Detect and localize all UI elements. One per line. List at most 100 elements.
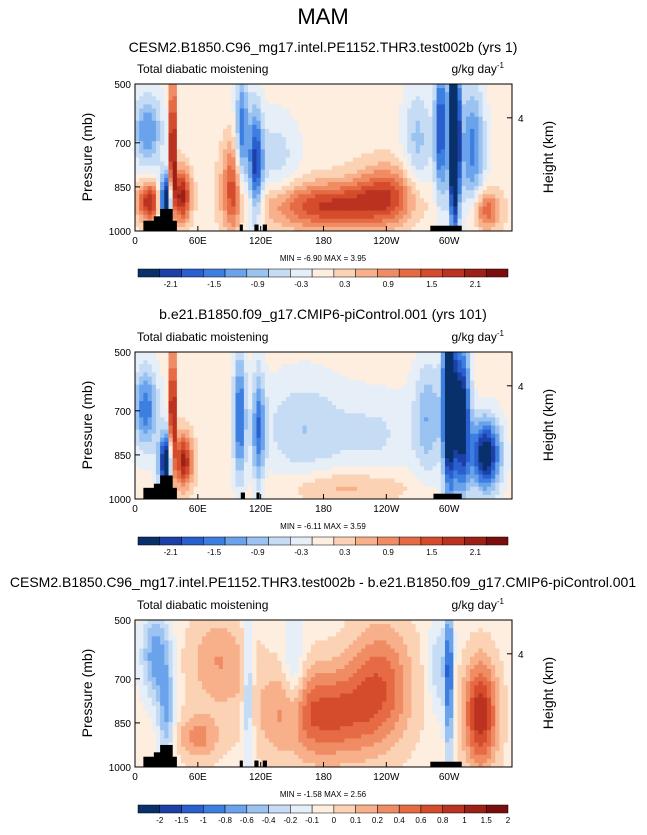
heatmap-cell bbox=[265, 438, 270, 442]
heatmap-cell bbox=[466, 125, 471, 129]
heatmap-cell bbox=[328, 438, 333, 442]
heatmap-cell bbox=[386, 198, 391, 202]
heatmap-cell bbox=[386, 158, 391, 162]
heatmap-cell bbox=[495, 158, 500, 162]
heatmap-cell bbox=[185, 479, 190, 483]
heatmap-cell bbox=[139, 421, 144, 425]
heatmap-cell bbox=[282, 182, 287, 186]
heatmap-cell bbox=[491, 109, 496, 113]
heatmap-cell bbox=[236, 174, 241, 178]
heatmap-cell bbox=[185, 393, 190, 397]
heatmap-cell bbox=[282, 470, 287, 474]
heatmap-cell bbox=[231, 352, 236, 356]
heatmap-cell bbox=[164, 421, 169, 425]
heatmap-cell bbox=[307, 458, 312, 462]
heatmap-cell bbox=[420, 211, 425, 215]
heatmap-cell bbox=[210, 409, 215, 413]
heatmap-cell bbox=[395, 153, 400, 157]
heatmap-cell bbox=[298, 198, 303, 202]
heatmap-cell bbox=[160, 84, 165, 88]
heatmap-cell bbox=[298, 356, 303, 360]
heatmap-cell bbox=[256, 368, 261, 372]
heatmap-cell bbox=[194, 466, 199, 470]
heatmap-cell bbox=[370, 109, 375, 113]
heatmap-cell bbox=[240, 430, 245, 434]
heatmap-cell bbox=[219, 397, 224, 401]
heatmap-cell bbox=[189, 421, 194, 425]
heatmap-cell bbox=[290, 137, 295, 141]
heatmap-cell bbox=[449, 96, 454, 100]
heatmap-cell bbox=[231, 182, 236, 186]
heatmap-cell bbox=[160, 153, 165, 157]
heatmap-cell bbox=[244, 223, 249, 227]
heatmap-cell bbox=[248, 198, 253, 202]
heatmap-cell bbox=[261, 352, 266, 356]
heatmap-cell bbox=[286, 117, 291, 121]
heatmap-cell bbox=[177, 92, 182, 96]
heatmap-cell bbox=[391, 104, 396, 108]
heatmap-cell bbox=[374, 100, 379, 104]
heatmap-cell bbox=[298, 162, 303, 166]
heatmap-cell bbox=[210, 417, 215, 421]
heatmap-cell bbox=[189, 466, 194, 470]
heatmap-cell bbox=[143, 430, 148, 434]
heatmap-cell bbox=[491, 84, 496, 88]
heatmap-cell bbox=[445, 207, 450, 211]
heatmap-cell bbox=[248, 109, 253, 113]
heatmap-cell bbox=[391, 202, 396, 206]
heatmap-cell bbox=[399, 190, 404, 194]
heatmap-cell bbox=[374, 92, 379, 96]
heatmap-cell bbox=[143, 454, 148, 458]
heatmap-cell bbox=[416, 125, 421, 129]
heatmap-cell bbox=[319, 88, 324, 92]
heatmap-cell bbox=[189, 141, 194, 145]
heatmap-cell bbox=[265, 125, 270, 129]
heatmap-cell bbox=[290, 352, 295, 356]
heatmap-cell bbox=[361, 121, 366, 125]
heatmap-cell bbox=[189, 450, 194, 454]
heatmap-cell bbox=[374, 166, 379, 170]
heatmap-cell bbox=[307, 178, 312, 182]
heatmap-cell bbox=[495, 145, 500, 149]
heatmap-cell bbox=[428, 170, 433, 174]
heatmap-cell bbox=[282, 109, 287, 113]
heatmap-cell bbox=[143, 166, 148, 170]
heatmap-cell bbox=[152, 96, 157, 100]
heatmap-cell bbox=[177, 170, 182, 174]
heatmap-cell bbox=[223, 202, 228, 206]
heatmap-cell bbox=[160, 405, 165, 409]
heatmap-cell bbox=[223, 215, 228, 219]
heatmap-cell bbox=[491, 129, 496, 133]
heatmap-cell bbox=[298, 377, 303, 381]
heatmap-cell bbox=[273, 92, 278, 96]
heatmap-cell bbox=[311, 381, 316, 385]
heatmap-cell bbox=[487, 137, 492, 141]
heatmap-cell bbox=[324, 446, 329, 450]
heatmap-cell bbox=[265, 462, 270, 466]
heatmap-cell bbox=[462, 141, 467, 145]
heatmap-cell bbox=[395, 202, 400, 206]
heatmap-cell bbox=[139, 409, 144, 413]
heatmap-cell bbox=[370, 219, 375, 223]
heatmap-cell bbox=[189, 487, 194, 491]
heatmap-cell bbox=[252, 211, 257, 215]
heatmap-cell bbox=[365, 133, 370, 137]
heatmap-cell bbox=[478, 223, 483, 227]
heatmap-cell bbox=[135, 385, 140, 389]
heatmap-cell bbox=[495, 162, 500, 166]
heatmap-cell bbox=[324, 186, 329, 190]
heatmap-cell bbox=[227, 426, 232, 430]
heatmap-cell bbox=[210, 202, 215, 206]
heatmap-cell bbox=[420, 92, 425, 96]
heatmap-cell bbox=[248, 381, 253, 385]
heatmap-cell bbox=[273, 385, 278, 389]
heatmap-cell bbox=[349, 121, 354, 125]
heatmap-cell bbox=[303, 352, 308, 356]
heatmap-cell bbox=[185, 145, 190, 149]
heatmap-cell bbox=[227, 421, 232, 425]
heatmap-cell bbox=[223, 475, 228, 479]
heatmap-cell bbox=[365, 186, 370, 190]
heatmap-cell bbox=[319, 377, 324, 381]
heatmap-cell bbox=[240, 475, 245, 479]
heatmap-cell bbox=[445, 162, 450, 166]
